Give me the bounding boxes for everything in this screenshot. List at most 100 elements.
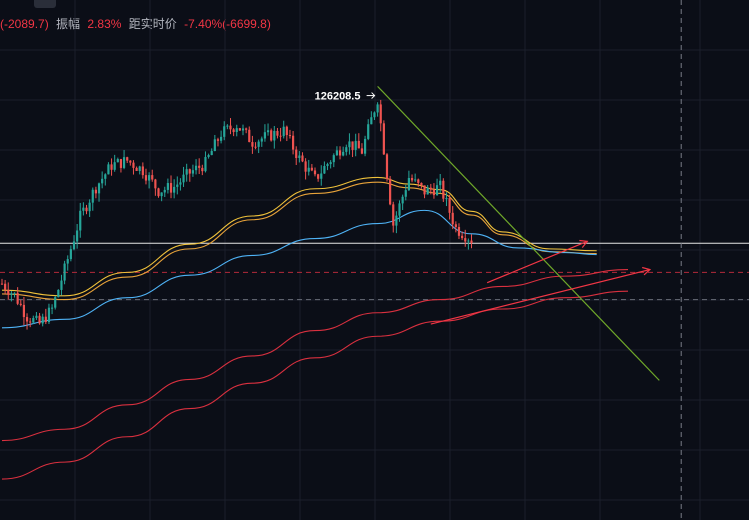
- candle-body: [166, 183, 169, 190]
- candle-body: [160, 192, 163, 197]
- candle-body: [13, 292, 16, 294]
- candle-body: [91, 189, 94, 203]
- candle-body: [448, 198, 451, 213]
- candle-body: [432, 189, 436, 196]
- candle-body: [404, 190, 407, 197]
- candle-body: [467, 240, 470, 242]
- candle-body: [345, 147, 348, 152]
- candle-body: [223, 126, 226, 137]
- moving-averages: [1, 176, 629, 480]
- candle-body: [44, 316, 47, 323]
- candle-body: [16, 292, 19, 304]
- candle-body: [97, 183, 101, 194]
- candle-body: [354, 140, 357, 150]
- candle-body: [461, 235, 464, 239]
- candle-body: [338, 150, 342, 156]
- amplitude-value: 2.83%: [87, 17, 122, 31]
- candle-body: [435, 185, 439, 196]
- candle-body: [332, 155, 335, 163]
- candle-body: [414, 179, 417, 181]
- candle-body: [376, 104, 379, 113]
- candle-body: [291, 135, 295, 150]
- candle-body: [113, 162, 116, 170]
- candle-body: [389, 178, 392, 205]
- candle-body: [10, 293, 13, 295]
- candle-body: [216, 139, 220, 141]
- candle-body: [182, 174, 185, 183]
- candle-body: [72, 241, 76, 250]
- candle-body: [151, 175, 154, 180]
- candle-body: [323, 166, 326, 174]
- candle-body: [273, 130, 276, 141]
- candle-body: [194, 165, 198, 171]
- candle-body: [439, 180, 442, 186]
- candle-body: [266, 130, 270, 133]
- candle-body: [320, 173, 323, 179]
- candle-body: [176, 184, 179, 187]
- candle-body: [385, 154, 389, 179]
- candle-body: [188, 169, 191, 174]
- candle-body: [238, 128, 241, 131]
- candle-body: [304, 161, 307, 172]
- candle-body: [101, 178, 104, 184]
- candle-body: [451, 212, 454, 225]
- candle-body: [226, 125, 229, 127]
- candle-body: [135, 167, 138, 171]
- info-bar: (-2089.7) 振幅 2.83% 距实时价 -7.40%(-6699.8): [0, 15, 275, 32]
- peak-arrow-head: [371, 92, 376, 99]
- candle-body: [110, 164, 113, 170]
- candle-body: [241, 128, 245, 131]
- toolbar: [0, 0, 160, 8]
- moving-average-line: [1, 268, 629, 442]
- candle-body: [426, 187, 429, 195]
- drawn-lines: [366, 85, 660, 381]
- candle-body: [148, 175, 151, 181]
- candle-body: [94, 189, 97, 194]
- candle-body: [129, 160, 132, 163]
- candle-body: [57, 289, 60, 298]
- candle-body: [185, 169, 188, 175]
- candle-body: [63, 263, 66, 281]
- candle-body: [401, 196, 404, 204]
- candle-body: [379, 104, 382, 124]
- candle-body: [173, 186, 176, 193]
- candle-body: [220, 136, 223, 141]
- candle-body: [0, 283, 4, 285]
- candle-body: [254, 146, 257, 148]
- candle-body: [141, 166, 144, 176]
- candle-body: [457, 227, 461, 236]
- candle-body: [348, 141, 351, 148]
- candle-body: [232, 129, 235, 133]
- candle-body: [423, 185, 426, 195]
- candle-body: [445, 198, 448, 200]
- distance-value: -7.40%(-6699.8): [184, 17, 271, 31]
- candle-body: [107, 164, 110, 175]
- candle-body: [198, 165, 201, 168]
- candle-body: [119, 159, 123, 168]
- candle-body: [88, 202, 91, 212]
- candle-body: [470, 240, 473, 243]
- candle-body: [204, 156, 207, 172]
- candle-body: [54, 297, 57, 308]
- candle-body: [370, 117, 373, 125]
- candle-body: [213, 139, 216, 152]
- candle-body: [245, 128, 248, 130]
- channel-upper: [486, 240, 588, 284]
- candle-body: [251, 142, 254, 147]
- candle-body: [285, 126, 288, 136]
- candle-body: [326, 164, 329, 167]
- candle-body: [276, 130, 279, 136]
- amplitude-label: 振幅: [56, 17, 81, 31]
- candle-body: [357, 140, 360, 149]
- candle-body: [442, 180, 445, 199]
- candle-body: [329, 162, 332, 165]
- candle-body: [179, 182, 182, 185]
- candle-body: [429, 187, 432, 190]
- pencil-icon[interactable]: [34, 0, 56, 8]
- candle-body: [157, 188, 160, 197]
- candle-body: [288, 135, 292, 137]
- candle-body: [47, 307, 51, 323]
- candle-body: [351, 141, 354, 150]
- distance-label: 距实时价: [128, 17, 177, 31]
